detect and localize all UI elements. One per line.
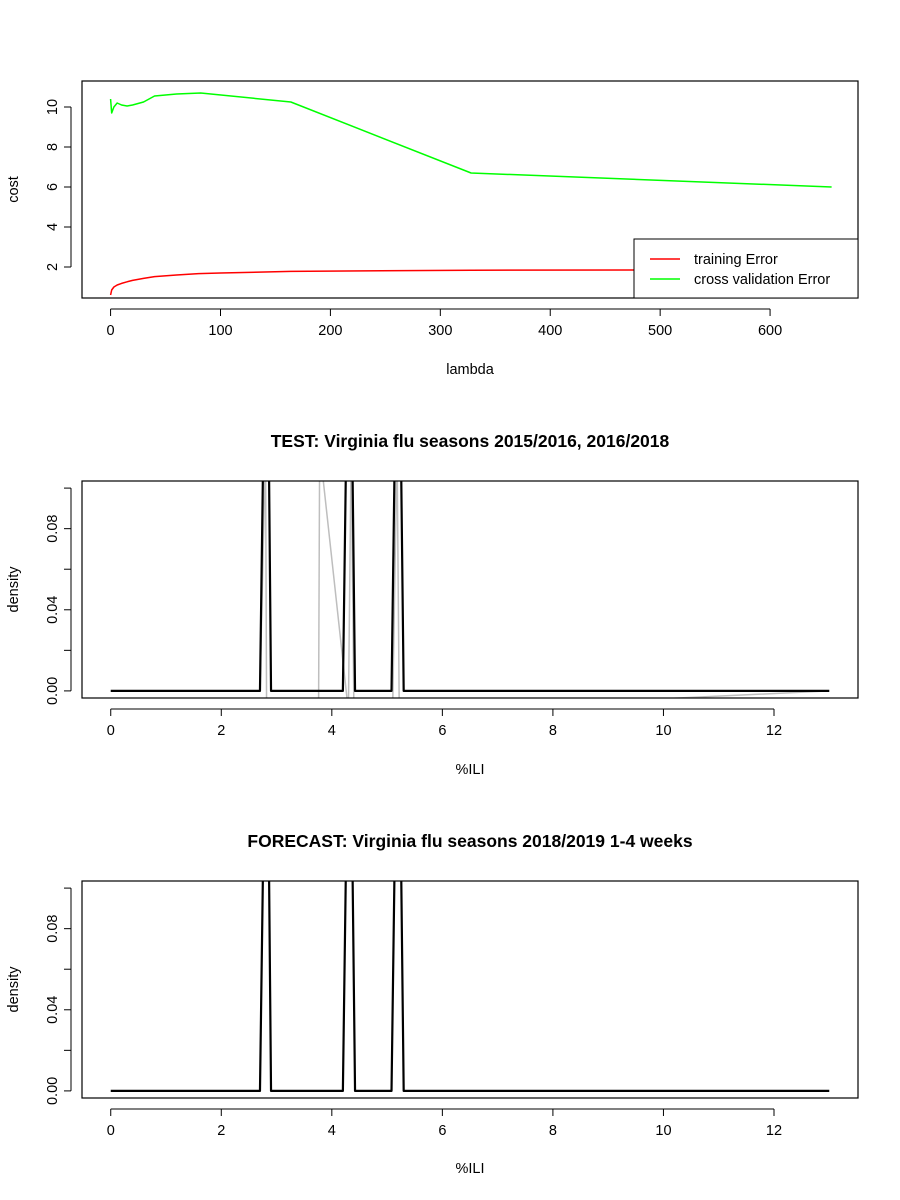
x-tick-label: 8 (549, 1123, 557, 1139)
x-tick-label: 2 (217, 1123, 225, 1139)
y-tick-label: 0.08 (45, 515, 61, 543)
series-line-2 (109, 92, 832, 188)
y-tick-label: 2 (45, 263, 61, 271)
series-line-2 (110, 481, 830, 692)
x-axis-label: lambda (446, 362, 494, 378)
x-tick-label: 600 (758, 323, 782, 339)
x-tick-label: 400 (538, 323, 562, 339)
panel-2: 0 2 4 6 8 10 12 0.00 0.04 0.08 %ILI density TEST: Vi… (6, 431, 859, 778)
series-line-1 (110, 881, 830, 1092)
x-tick-label: 300 (428, 323, 452, 339)
y-tick-label: 0.08 (45, 915, 61, 943)
x-tick-label: 6 (438, 723, 446, 739)
y-tick-label: 0.00 (45, 1077, 61, 1105)
y-axis-label: density (6, 566, 22, 613)
y-tick-label: 0.00 (45, 677, 61, 705)
series-line-1 (110, 481, 830, 698)
x-axis-label: %ILI (455, 1161, 484, 1177)
y-tick-label: 10 (45, 99, 61, 115)
x-tick-label: 100 (208, 323, 232, 339)
x-tick-label: 6 (438, 1123, 446, 1139)
legend-box (633, 238, 859, 299)
x-tick-label: 0 (107, 723, 115, 739)
plot-frame (81, 80, 859, 299)
x-tick-label: 500 (648, 323, 672, 339)
legend: training Error cross validation Error (633, 238, 859, 299)
x-tick-label: 12 (766, 723, 782, 739)
chart-title: TEST: Virginia flu seasons 2015/2016, 20… (271, 431, 670, 451)
x-axis-label: %ILI (455, 762, 484, 778)
x-tick-label: 8 (549, 723, 557, 739)
x-tick-label: 2 (217, 723, 225, 739)
series-line-1 (109, 269, 639, 296)
x-tick-label: 0 (107, 1123, 115, 1139)
x-tick-label: 12 (766, 1123, 782, 1139)
x-tick-label: 4 (328, 1123, 336, 1139)
y-tick-label: 0.04 (45, 996, 61, 1024)
plot-frame (81, 480, 859, 699)
x-tick-label: 0 (107, 323, 115, 339)
legend-label: cross validation Error (694, 272, 830, 288)
x-tick-label: 4 (328, 723, 336, 739)
y-tick-label: 4 (45, 223, 61, 231)
x-tick-label: 10 (655, 1123, 671, 1139)
x-tick-label: 200 (318, 323, 342, 339)
y-tick-label: 0.04 (45, 596, 61, 624)
x-tick-label: 10 (655, 723, 671, 739)
chart-title: FORECAST: Virginia flu seasons 2018/2019… (247, 831, 692, 851)
panel-1: 0 100 200 300 400 500 600 2 4 6 8 10 lambda cost train… (6, 80, 859, 378)
y-tick-label: 6 (45, 183, 61, 191)
y-axis-label: density (6, 966, 22, 1013)
plot-frame (81, 880, 859, 1099)
y-axis-label: cost (6, 176, 22, 203)
panel-3: 0 2 4 6 8 10 12 0.00 0.04 0.08 %ILI density FORECAST… (6, 831, 859, 1177)
legend-label: training Error (694, 252, 778, 268)
y-tick-label: 8 (45, 143, 61, 151)
